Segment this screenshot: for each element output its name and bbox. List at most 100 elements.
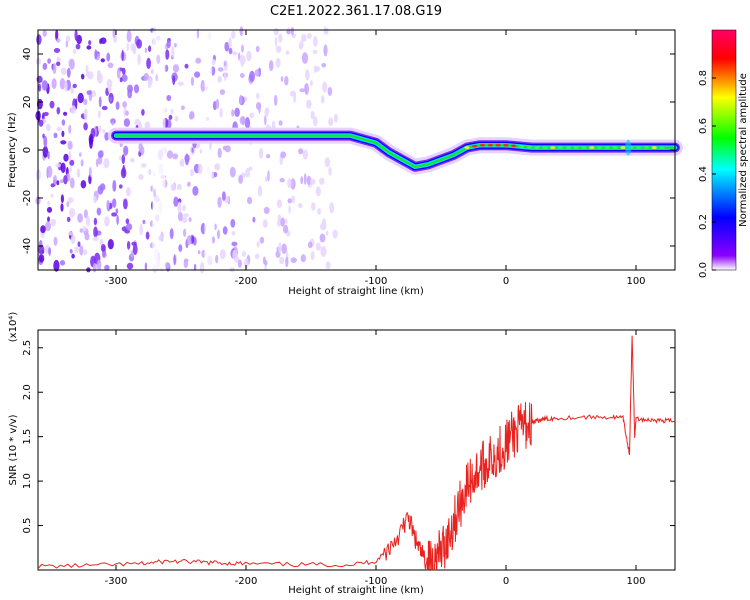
noise-speck	[246, 50, 252, 62]
noise-gap	[204, 30, 213, 270]
noise-speck	[63, 153, 69, 162]
noise-speck	[83, 122, 88, 131]
noise-speck	[123, 118, 130, 127]
noise-speck	[49, 100, 55, 109]
noise-speck	[284, 75, 289, 86]
noise-speck	[111, 121, 114, 126]
noise-speck	[306, 33, 312, 39]
noise-speck	[333, 113, 338, 123]
noise-speck	[51, 78, 57, 90]
noise-speck	[186, 235, 192, 246]
noise-speck	[86, 45, 92, 50]
noise-speck	[219, 108, 223, 118]
noise-speck	[315, 242, 321, 251]
noise-speck	[83, 249, 88, 256]
noise-speck	[125, 187, 131, 197]
noise-speck	[182, 204, 186, 212]
noise-speck	[188, 217, 192, 222]
noise-speck	[127, 84, 133, 93]
noise-speck	[121, 74, 128, 82]
figure-title: C2E1.2022.361.17.08.G19	[270, 4, 442, 19]
noise-speck	[80, 180, 87, 189]
noise-speck	[45, 221, 51, 232]
noise-speck	[79, 228, 84, 233]
noise-speck	[264, 176, 268, 183]
noise-speck	[48, 247, 51, 256]
noise-speck	[279, 256, 285, 265]
noise-speck	[171, 46, 175, 58]
noise-speck	[119, 77, 123, 83]
noise-speck	[262, 219, 268, 228]
noise-speck	[60, 140, 67, 145]
noise-speck	[96, 259, 102, 271]
noise-speck	[323, 44, 328, 57]
noise-speck	[53, 48, 61, 53]
noise-speck	[88, 167, 92, 177]
noise-speck	[53, 175, 57, 185]
noise-speck	[172, 153, 178, 160]
y-tick-label: 0	[22, 147, 33, 153]
noise-speck	[255, 45, 260, 53]
noise-speck	[183, 228, 187, 237]
snr-y-axis: 0.5 1.0 1.5 2.0 2.5	[22, 340, 675, 534]
noise-speck	[230, 218, 236, 228]
noise-speck	[280, 217, 286, 227]
noise-speck	[126, 240, 131, 250]
noise-speck	[72, 83, 77, 89]
spectrogram-ridge	[108, 127, 683, 175]
noise-speck	[36, 34, 42, 45]
noise-speck	[300, 254, 306, 263]
noise-speck	[278, 120, 283, 126]
ridge-hotspot	[558, 146, 564, 150]
noise-speck	[217, 147, 222, 159]
noise-speck	[237, 259, 242, 268]
noise-speck	[239, 94, 243, 105]
noise-speck	[88, 40, 92, 46]
noise-speck	[200, 80, 206, 92]
noise-speck	[86, 90, 92, 95]
noise-speck	[194, 71, 201, 78]
noise-speck	[275, 57, 281, 68]
noise-speck	[190, 169, 194, 177]
noise-gap	[152, 30, 166, 270]
noise-speck	[50, 183, 55, 188]
noise-speck	[262, 256, 266, 265]
noise-speck	[53, 236, 58, 246]
snr-series-line	[37, 335, 676, 571]
noise-speck	[53, 259, 60, 272]
noise-speck	[116, 67, 121, 79]
noise-speck	[38, 244, 45, 255]
noise-speck	[213, 100, 217, 111]
colorbar-tick-label: 0.4	[698, 166, 709, 182]
noise-speck	[59, 260, 66, 266]
noise-speck	[215, 254, 219, 264]
noise-speck	[144, 47, 148, 53]
noise-speck	[277, 219, 282, 227]
noise-speck	[222, 226, 228, 235]
noise-speck	[178, 244, 183, 252]
noise-speck	[123, 198, 128, 210]
noise-speck	[103, 157, 110, 169]
noise-speck	[112, 28, 116, 38]
ridge-hotspot	[565, 146, 572, 150]
noise-speck	[170, 108, 174, 115]
noise-speck	[77, 241, 81, 247]
noise-speck	[177, 81, 184, 86]
noise-speck	[249, 112, 255, 119]
noise-speck	[285, 50, 290, 55]
noise-speck	[92, 263, 97, 273]
noise-speck	[301, 52, 309, 64]
noise-speck	[67, 231, 74, 236]
colorbar-tick-label: 0.0	[698, 262, 709, 278]
noise-speck	[50, 218, 57, 227]
noise-speck	[96, 207, 102, 216]
noise-speck	[274, 36, 278, 47]
colorbar-gradient	[711, 29, 737, 271]
noise-speck	[56, 126, 62, 132]
noise-speck	[47, 58, 51, 64]
noise-speck	[80, 159, 84, 167]
noise-speck	[322, 81, 328, 93]
noise-speck	[290, 257, 297, 264]
